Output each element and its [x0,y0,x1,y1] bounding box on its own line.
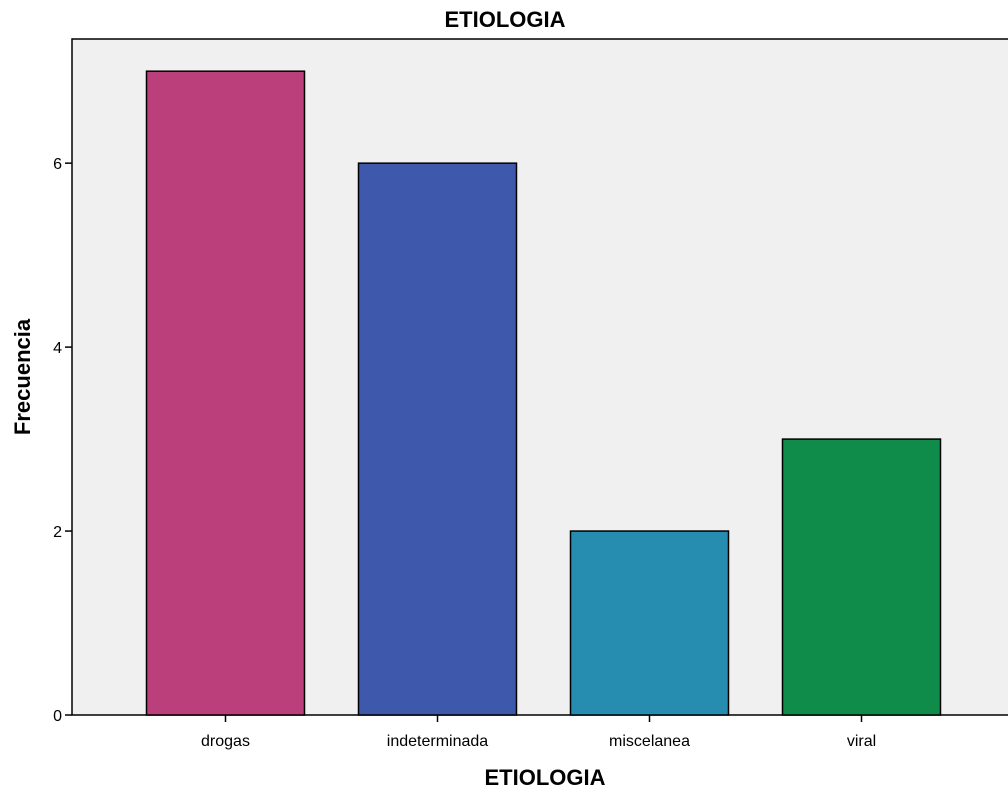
y-axis: 0 2 4 6 [53,156,72,725]
y-tick-label: 4 [53,340,62,357]
bar-viral [781,438,942,716]
y-tick-label: 6 [53,156,62,173]
bar-miscelanea [569,530,730,716]
y-tick-label: 0 [53,708,62,725]
x-tick-label: indeterminada [387,733,489,750]
x-tick-label: miscelanea [609,733,690,750]
x-axis: drogas indeterminada miscelanea viral [201,715,876,750]
x-tick-label: drogas [201,733,250,750]
y-tick-label: 2 [53,524,62,541]
bar-indeterminada [357,162,518,716]
chart-title: ETIOLOGIA [445,7,566,32]
x-axis-title: ETIOLOGIA [485,765,606,790]
bar-drogas [145,70,306,716]
y-axis-title: Frecuencia [10,318,35,435]
x-tick-label: viral [847,733,876,750]
